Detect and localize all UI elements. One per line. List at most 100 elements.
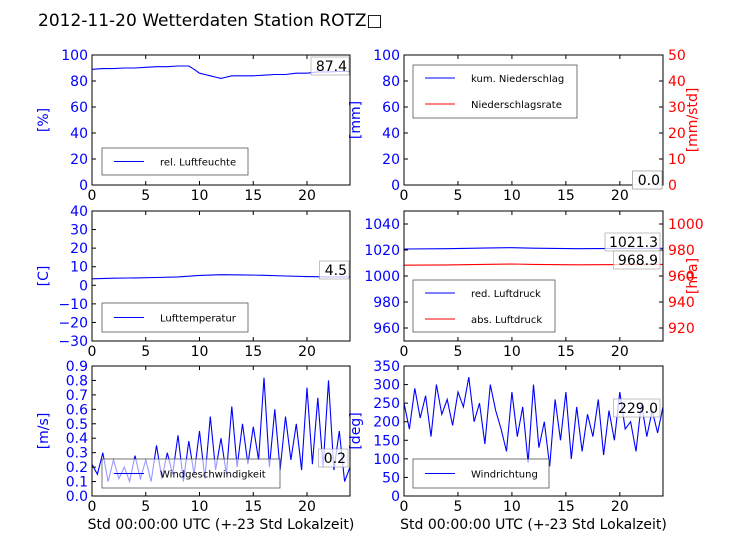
y-right-tick-label: 50 (668, 48, 686, 64)
y-tick-label: 0.2 (66, 460, 88, 476)
y-right-tick-label: 40 (668, 74, 686, 90)
y-tick-label: 960 (373, 321, 400, 337)
series-line-temperature-0 (91, 274, 350, 280)
legend-label-wind-direction-0: Windrichtung (471, 470, 538, 481)
x-axis-label-wind-speed: Std 00:00:00 UTC (+-23 Std Lokalzeit) (88, 517, 355, 533)
series-line-humidity-0 (91, 65, 350, 79)
x-tick-label: 15 (557, 344, 575, 360)
annotation-box-wind-speed-0 (318, 448, 349, 468)
panel-wind-speed: 0 5 10 15 200.00.10.20.30.40.50.60.70.80.9[m… (36, 359, 354, 533)
annotation-box-temperature-0 (319, 260, 350, 280)
annotation-precip-1: 0.0 (638, 173, 660, 189)
y-tick-label: 10 (70, 260, 88, 276)
panel-pressure: 0 5 10 15 20 960 980 1000 1020 1040 920 940 960 980 10… (364, 210, 704, 360)
y-right-tick-label: 980 (668, 243, 695, 259)
annotation-humidity-0: 87.4 (316, 59, 347, 75)
y-tick-label: −10 (58, 297, 88, 313)
y-tick-label: 40 (382, 126, 400, 142)
annotation-wind-direction-0: 229.0 (618, 401, 658, 417)
y-right-tick-label: 940 (668, 295, 695, 311)
x-tick-label: 0 (88, 344, 97, 360)
y-tick-label: 300 (373, 378, 400, 394)
x-tick-label: 15 (244, 499, 262, 515)
y-tick-label: 1040 (364, 217, 400, 233)
x-tick-label: 0 (88, 188, 97, 204)
y-tick-label: 40 (70, 126, 88, 142)
y-tick-label: −30 (58, 334, 88, 350)
x-tick-label: 20 (611, 344, 629, 360)
x-tick-label: 15 (244, 188, 262, 204)
y-tick-label: 100 (373, 48, 400, 64)
x-tick-label: 5 (453, 344, 462, 360)
series-line-wind-direction-0 (403, 377, 664, 467)
y-tick-label: 0 (79, 178, 88, 194)
x-tick-label: 5 (141, 188, 150, 204)
y-tick-label: 0.7 (66, 388, 88, 404)
x-tick-label: 5 (141, 344, 150, 360)
y-axis-label-humidity: [%] (36, 108, 52, 132)
x-tick-label: 5 (453, 188, 462, 204)
y-tick-label: 20 (382, 152, 400, 168)
y-right-tick-label: 30 (668, 100, 686, 116)
y-right-axis-label-pressure: [hPa] (685, 258, 701, 294)
figure-title: 2012-11-20 Wetterdaten Station ROTZ□ (38, 11, 383, 31)
annotation-box-precip-1 (632, 170, 663, 190)
x-tick-label: 15 (557, 499, 575, 515)
x-axis-label-wind-direction: Std 00:00:00 UTC (+-23 Std Lokalzeit) (400, 517, 667, 533)
x-tick-label: 10 (191, 499, 209, 515)
y-tick-label: 150 (373, 433, 400, 449)
y-tick-label: 0.5 (66, 417, 88, 433)
y-right-tick-label: 10 (668, 152, 686, 168)
annotation-pressure-0: 1021.3 (609, 235, 658, 251)
plot-frame-wind-speed (91, 365, 351, 497)
x-tick-label: 10 (191, 344, 209, 360)
x-tick-label: 15 (557, 188, 575, 204)
y-axis-label-wind-speed: [m/s] (36, 413, 52, 450)
y-tick-label: 350 (373, 359, 400, 375)
y-tick-label: 100 (373, 452, 400, 468)
legend-label-humidity-0: rel. Luftfeuchte (160, 158, 236, 169)
plot-frame-humidity (91, 54, 351, 186)
x-tick-label: 15 (244, 344, 262, 360)
y-tick-label: 0.1 (66, 475, 88, 491)
x-tick-label: 0 (400, 344, 409, 360)
y-tick-label: 40 (70, 204, 88, 220)
x-tick-label: 0 (400, 188, 409, 204)
y-tick-label: 0.3 (66, 446, 88, 462)
x-tick-label: 20 (611, 499, 629, 515)
series-line-wind-speed-0 (91, 377, 351, 484)
y-right-axis-label-precip: [mm/std] (685, 88, 701, 153)
x-tick-label: 20 (298, 499, 316, 515)
y-right-tick-label: 960 (668, 269, 695, 285)
legend-label-wind-speed-0: Windgeschwindigkeit (160, 470, 266, 481)
x-tick-label: 0 (88, 499, 97, 515)
annotation-wind-speed-0: 0.2 (324, 451, 346, 467)
y-axis-label-temperature: [C] (36, 266, 52, 287)
x-tick-label: 10 (191, 188, 209, 204)
y-tick-label: 0.8 (66, 373, 88, 389)
annotation-box-humidity-0 (310, 56, 350, 76)
x-tick-label: 5 (141, 499, 150, 515)
y-right-tick-label: 1000 (668, 217, 704, 233)
legend-box-pressure (412, 279, 556, 333)
y-tick-label: 50 (382, 470, 400, 486)
x-tick-label: 0 (400, 499, 409, 515)
y-right-tick-label: 0 (668, 178, 677, 194)
panel-precip: 0 5 10 15 20 0 20 40 60 80 100 0 10 20 30 40 50 [mm] [mm/s… (348, 48, 701, 204)
y-tick-label: 60 (70, 100, 88, 116)
y-tick-label: 980 (373, 295, 400, 311)
series-line-pressure-1 (403, 263, 664, 266)
y-axis-label-precip: [mm] (348, 101, 364, 139)
y-tick-label: 0 (391, 178, 400, 194)
y-tick-label: 20 (70, 241, 88, 257)
panel-temperature: 0 5 10 15 20 −30 −20 −10 0 10 20 30 40 [C] Lufttempera… (36, 204, 351, 360)
annotation-temperature-0: 4.5 (325, 263, 347, 279)
plot-frame-precip (403, 54, 664, 186)
legend-label-precip-0: kum. Niederschlag (471, 74, 564, 85)
y-tick-label: 80 (70, 74, 88, 90)
y-tick-label: 60 (382, 100, 400, 116)
y-tick-label: 100 (61, 48, 88, 64)
